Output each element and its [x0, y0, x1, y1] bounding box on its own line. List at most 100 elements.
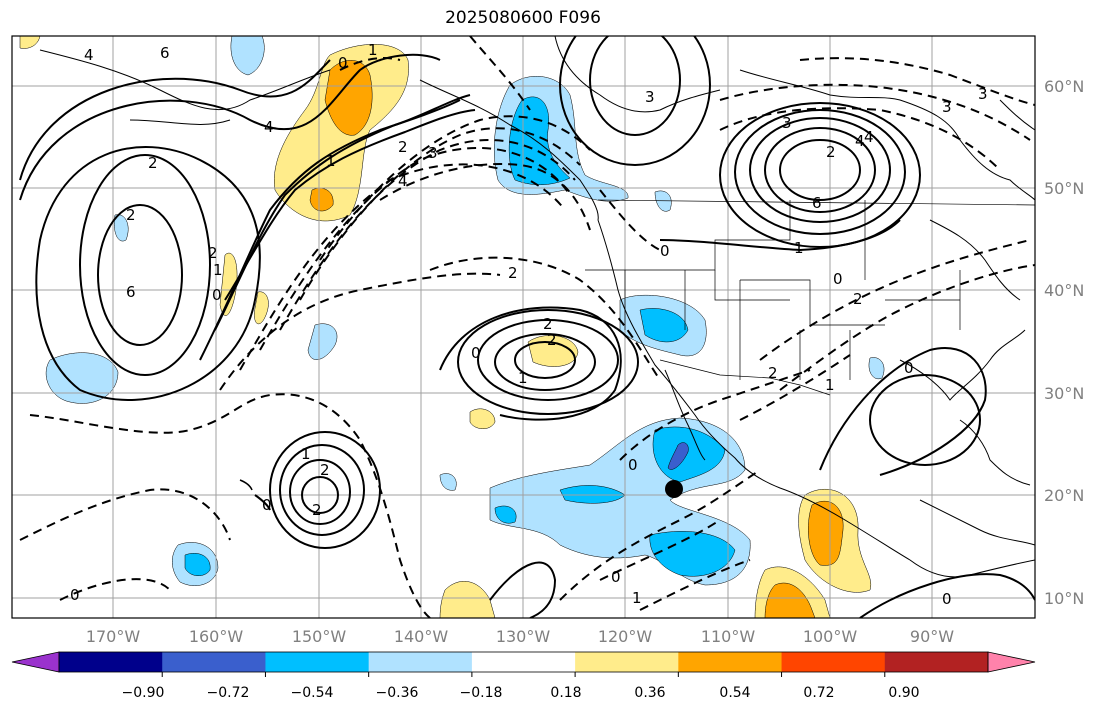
- contour-label: 0: [942, 590, 952, 608]
- lon-label: 120°W: [598, 627, 653, 646]
- contour-label: 0: [660, 242, 670, 260]
- contour-label: 0: [904, 359, 914, 377]
- shade-neg: [439, 473, 457, 491]
- contour: [589, 36, 681, 136]
- contour-label: 0: [833, 270, 843, 288]
- coastline: [239, 479, 253, 491]
- contour-label: 2: [126, 206, 136, 224]
- coastline: [999, 99, 1035, 131]
- contour-label: 2: [826, 143, 836, 161]
- coastline: [929, 219, 1021, 301]
- colorbar-tick: −0.72: [207, 685, 250, 701]
- contour: [79, 154, 211, 376]
- contour: [289, 459, 351, 525]
- shade-neg: [868, 357, 885, 380]
- contour-label: 1: [632, 589, 642, 607]
- shading-layer: [19, 36, 885, 618]
- contour-label: 2: [398, 138, 408, 156]
- colorbar-tick-labels: −0.90 −0.72 −0.54 −0.36 −0.18 0.18 0.36 …: [122, 685, 920, 701]
- contour: [301, 476, 339, 514]
- map-frame: [11, 35, 1036, 619]
- solid-contours: [19, 36, 1035, 618]
- contour: [559, 469, 761, 601]
- contour-label: 1: [518, 369, 528, 387]
- contour-label: 1: [301, 445, 311, 463]
- shade-pos: [764, 582, 816, 618]
- colorbar-segment: [575, 652, 679, 672]
- colorbar-segment: [368, 652, 473, 672]
- contour-label: 0: [212, 286, 222, 304]
- colorbar-segment: [781, 652, 886, 672]
- lon-label: 170°W: [86, 627, 141, 646]
- contour: [219, 272, 501, 391]
- lat-label: 40°N: [1044, 281, 1084, 300]
- contour: [759, 239, 1031, 361]
- colorbar-segment: [884, 652, 989, 672]
- contour-label: 4: [84, 46, 94, 64]
- contour-label: 1: [213, 261, 223, 279]
- contour-label: 3: [942, 98, 952, 116]
- contour: [779, 264, 1035, 391]
- lon-label: 150°W: [292, 627, 347, 646]
- contour: [819, 347, 987, 476]
- coastline: [39, 49, 331, 111]
- contour-label: 2: [208, 244, 218, 262]
- border: [585, 200, 791, 271]
- shade-pos: [273, 44, 409, 222]
- shade-neg: [494, 505, 517, 524]
- colorbar-tick: −0.18: [460, 685, 503, 701]
- contour: [779, 139, 861, 201]
- colorbar-tick: 0.18: [550, 685, 581, 701]
- contour-label: 4: [864, 128, 874, 146]
- shade-pos: [254, 291, 269, 325]
- contour-label: 3: [978, 85, 988, 103]
- lon-label: 110°W: [701, 627, 756, 646]
- contour-label: 4: [855, 132, 865, 150]
- colorbar-segment: [162, 652, 266, 672]
- contour: [279, 444, 365, 536]
- lon-label: 140°W: [394, 627, 449, 646]
- contour: [469, 36, 531, 111]
- contour: [619, 369, 811, 461]
- contour: [494, 333, 596, 391]
- contour-label: 3: [428, 144, 438, 162]
- contour: [59, 578, 171, 601]
- colorbar-segment: [59, 652, 163, 672]
- contour: [739, 354, 851, 421]
- contour: [599, 189, 661, 251]
- contour: [859, 573, 1035, 618]
- border: [597, 199, 1035, 206]
- colorbar: [11, 651, 1036, 677]
- contour: [659, 219, 901, 252]
- colorbar-extension-low: [11, 651, 60, 673]
- lat-label: 10°N: [1044, 589, 1084, 608]
- contour-label: 3: [645, 88, 655, 106]
- shade-pos: [439, 581, 496, 618]
- contour-label: 3: [782, 114, 792, 132]
- contour: [35, 146, 261, 401]
- colorbar-tick: 0.54: [719, 685, 750, 701]
- shade-neg: [508, 96, 571, 185]
- contour: [719, 102, 921, 248]
- shade-pos: [808, 500, 844, 566]
- colorbar-tick: −0.90: [122, 685, 165, 701]
- contour-label: 6: [160, 44, 170, 62]
- shade-pos: [324, 60, 373, 136]
- lat-label: 50°N: [1044, 179, 1084, 198]
- location-marker-dot: [665, 480, 683, 498]
- coastline: [664, 369, 706, 461]
- contour-label: 1: [794, 239, 804, 257]
- contour-label: 2: [853, 290, 863, 308]
- contour: [29, 393, 431, 618]
- latitude-labels: 60°N 50°N 40°N 30°N 20°N 10°N: [1044, 77, 1084, 608]
- lon-label: 160°W: [189, 627, 244, 646]
- contour: [457, 309, 639, 415]
- coastline: [129, 119, 231, 125]
- colorbar-segment: [471, 652, 576, 672]
- map-area: 4 6 0 1 4 2 3 1 4 2 3 2 4 3 3 2 6 1 0 2 …: [12, 36, 1035, 618]
- contour: [869, 374, 981, 466]
- contour: [19, 488, 231, 541]
- border: [659, 359, 831, 396]
- contour: [799, 57, 1035, 106]
